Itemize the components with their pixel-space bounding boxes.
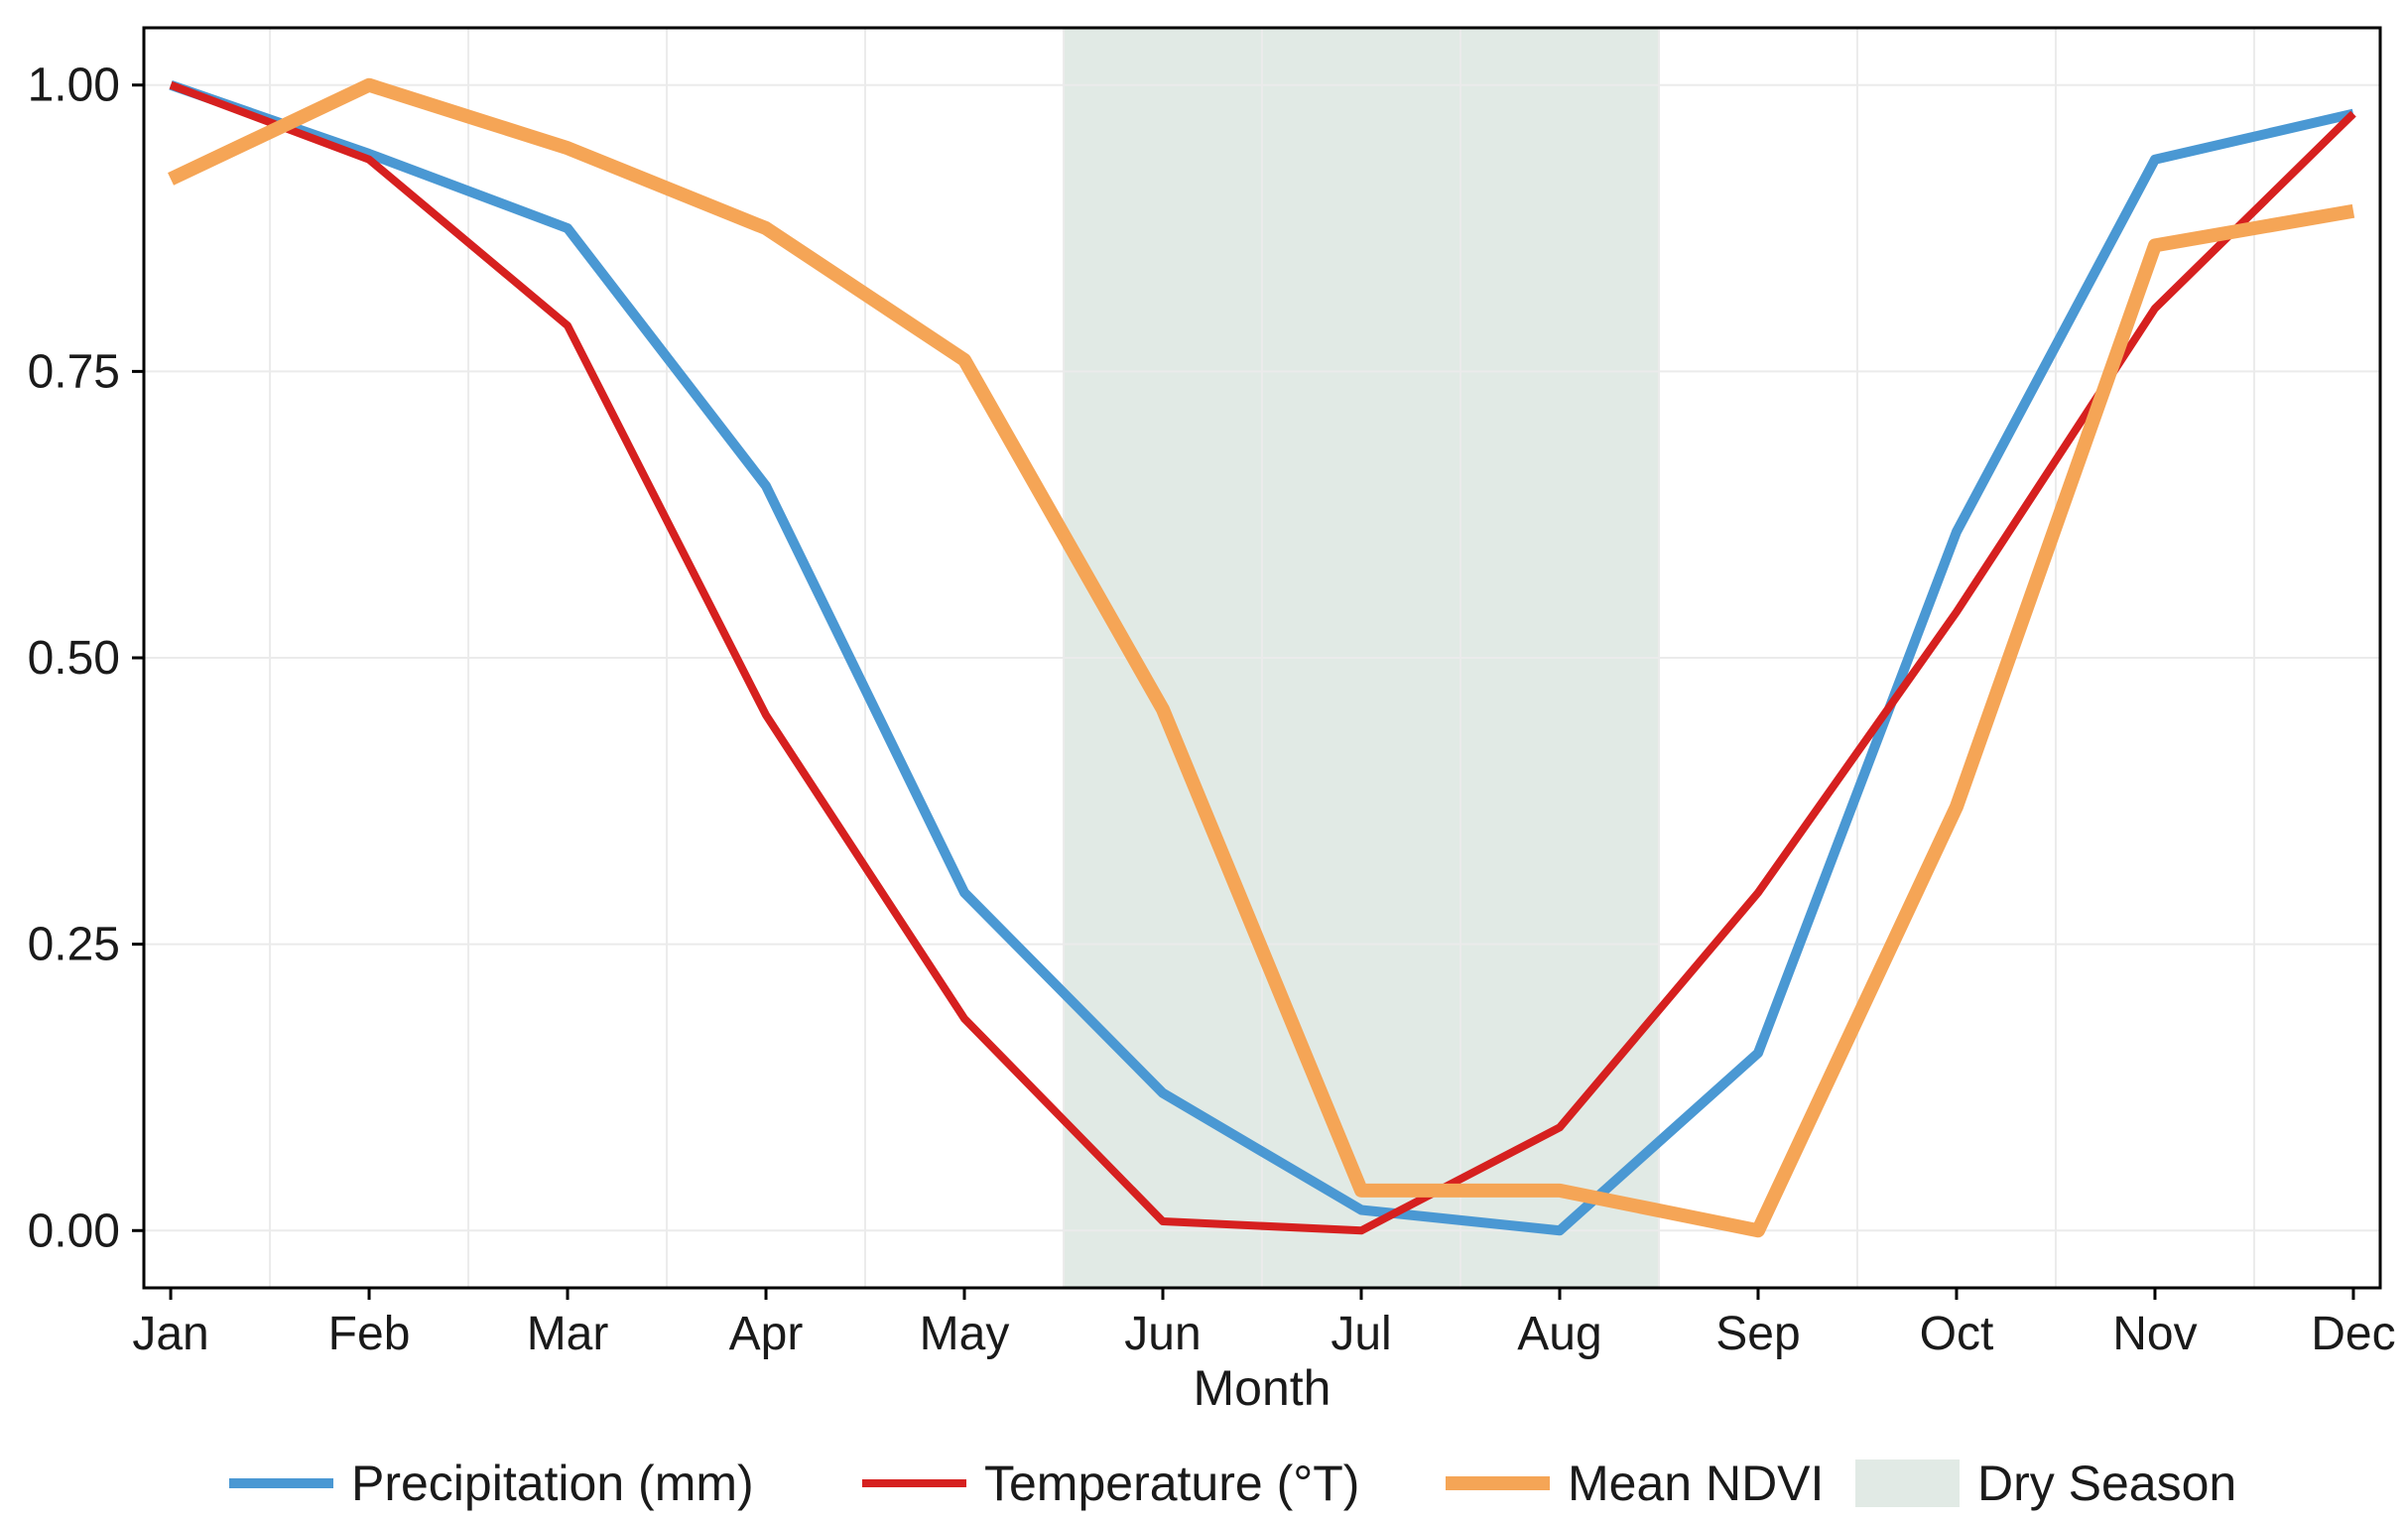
x-tick-label: Sep (1715, 1308, 1800, 1360)
y-tick-label: 0.25 (28, 919, 120, 971)
y-tick-label: 0.50 (28, 632, 120, 685)
x-tick-label: Jan (132, 1308, 208, 1360)
x-tick-label: Nov (2112, 1308, 2197, 1360)
legend-label: Temperature (°T) (984, 1456, 1359, 1511)
x-tick-label: Oct (1920, 1308, 1994, 1360)
x-axis-title: Month (1194, 1360, 1331, 1416)
legend-label: Mean NDVI (1568, 1456, 1824, 1511)
x-tick-label: Apr (729, 1308, 804, 1360)
x-tick-label: May (920, 1308, 1010, 1360)
monthly-climate-chart: Jan Feb Mar Apr May Jun Jul Aug Sep Oct Nov Dec Mont… (0, 0, 2408, 1522)
y-tick-label: 1.00 (28, 60, 120, 112)
x-tick-label: Aug (1517, 1308, 1601, 1360)
x-tick-label: Jun (1124, 1308, 1201, 1360)
legend-label: Dry Season (1977, 1456, 2236, 1511)
y-tick-label: 0.75 (28, 345, 120, 398)
legend-key-swatch (1855, 1459, 1960, 1507)
x-tick-label: Feb (328, 1308, 411, 1360)
x-tick-label: Mar (527, 1308, 609, 1360)
chart-svg: Jan Feb Mar Apr May Jun Jul Aug Sep Oct Nov Dec Mont… (0, 0, 2408, 1522)
legend-label: Precipitation (mm) (351, 1456, 754, 1511)
x-tick-label: Jul (1331, 1308, 1391, 1360)
y-tick-label: 0.00 (28, 1205, 120, 1257)
x-tick-label: Dec (2311, 1308, 2395, 1360)
